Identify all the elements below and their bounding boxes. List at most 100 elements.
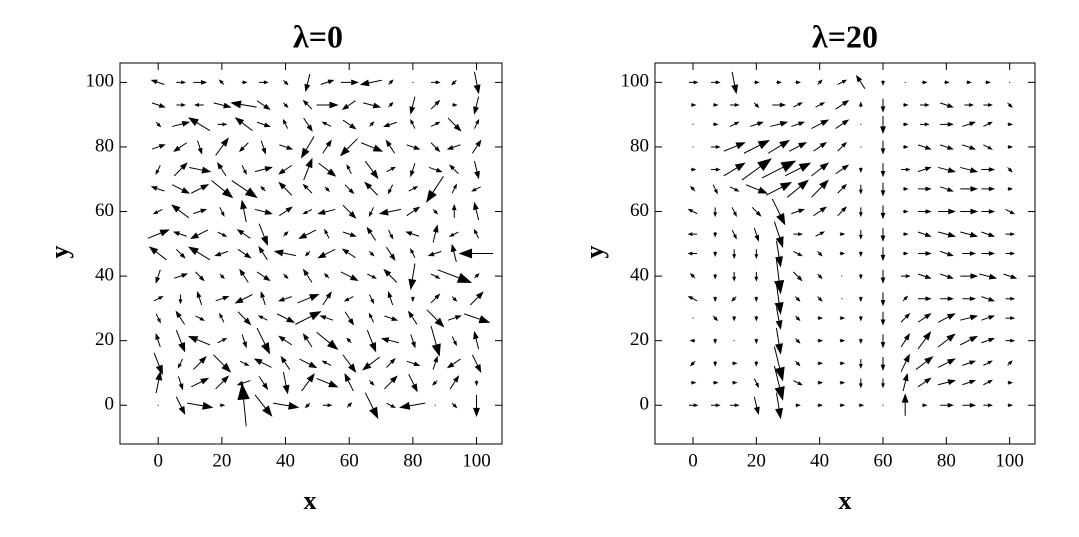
arrow	[446, 358, 461, 369]
arrow	[218, 79, 225, 85]
arrow	[219, 312, 225, 323]
arrow	[839, 403, 846, 408]
arrow	[150, 79, 165, 85]
arrow	[364, 392, 379, 420]
arrow	[981, 231, 996, 237]
arrow	[217, 231, 228, 237]
arrow	[409, 96, 416, 115]
arrow	[301, 373, 315, 392]
arrow	[817, 380, 824, 385]
arrow	[320, 79, 335, 85]
arrow	[463, 313, 491, 324]
arrow	[688, 80, 699, 85]
arrow	[960, 166, 979, 173]
arrow	[451, 183, 457, 194]
arrow	[155, 333, 161, 348]
arrow	[383, 121, 397, 128]
x-axis-label: x	[839, 486, 852, 515]
arrow	[175, 396, 186, 415]
arrow	[962, 251, 977, 256]
arrow	[430, 293, 441, 304]
arrow	[211, 180, 234, 199]
arrow	[432, 355, 438, 370]
arrow	[322, 291, 332, 306]
arrow	[917, 273, 932, 279]
arrow	[242, 80, 248, 85]
arrow	[430, 121, 441, 127]
arrow	[776, 80, 782, 85]
arrow	[448, 231, 459, 237]
arrow	[387, 184, 394, 195]
arrow	[241, 334, 247, 349]
arrow	[713, 207, 718, 218]
arrow	[713, 361, 718, 367]
arrow	[1003, 273, 1018, 279]
arrow	[900, 333, 911, 348]
arrow	[273, 249, 296, 257]
arrow	[431, 80, 441, 85]
arrow	[155, 370, 163, 394]
arrow	[295, 311, 322, 325]
arrow	[793, 250, 803, 257]
arrow	[939, 273, 954, 279]
arrow	[880, 334, 886, 349]
arrow	[917, 377, 932, 388]
arrow	[342, 119, 357, 130]
arrow	[881, 80, 885, 86]
arrow	[254, 394, 273, 417]
y-tick-label: 20	[95, 329, 114, 350]
arrow	[690, 380, 697, 385]
arrow	[983, 121, 993, 127]
arrow	[983, 103, 993, 107]
arrow	[837, 183, 847, 194]
arrow	[241, 165, 247, 176]
arrow	[322, 403, 333, 408]
arrow	[430, 99, 441, 110]
arrow	[729, 186, 740, 192]
arrow	[473, 161, 480, 180]
arrow	[731, 296, 737, 302]
arrow	[811, 162, 830, 177]
arrow	[835, 119, 850, 129]
arrow	[731, 229, 737, 240]
arrow	[213, 354, 232, 373]
arrow	[430, 325, 441, 357]
arrow	[817, 251, 823, 257]
arrow	[688, 403, 699, 408]
arrow	[770, 121, 789, 127]
arrow	[216, 162, 227, 177]
arrow	[363, 102, 382, 109]
arrow	[147, 229, 170, 239]
arrow	[316, 377, 339, 388]
arrow	[151, 102, 166, 108]
arrow	[964, 103, 974, 107]
x-tick-label: 60	[340, 450, 359, 471]
arrow	[817, 296, 823, 302]
arrow	[713, 274, 718, 280]
arrow	[258, 246, 268, 261]
arrow	[839, 361, 846, 366]
arrow	[366, 330, 377, 353]
arrow	[983, 144, 993, 150]
arrow	[962, 144, 977, 150]
arrow	[256, 327, 271, 355]
arrow	[215, 137, 229, 156]
arrow	[178, 294, 183, 305]
arrow	[979, 273, 998, 280]
arrow	[153, 295, 164, 302]
arrow	[230, 100, 257, 109]
arrow	[410, 334, 416, 349]
arrow	[155, 165, 161, 176]
arrow	[430, 273, 441, 279]
y-tick-label: 100	[621, 71, 650, 92]
arrow	[344, 372, 354, 392]
arrow	[341, 100, 356, 110]
arrow	[474, 380, 479, 387]
arrow	[1005, 232, 1016, 237]
arrow	[239, 142, 249, 153]
arrow	[903, 145, 909, 149]
arrow	[753, 378, 760, 389]
arrow	[791, 208, 806, 215]
arrow	[304, 402, 311, 409]
arrow	[839, 338, 846, 343]
